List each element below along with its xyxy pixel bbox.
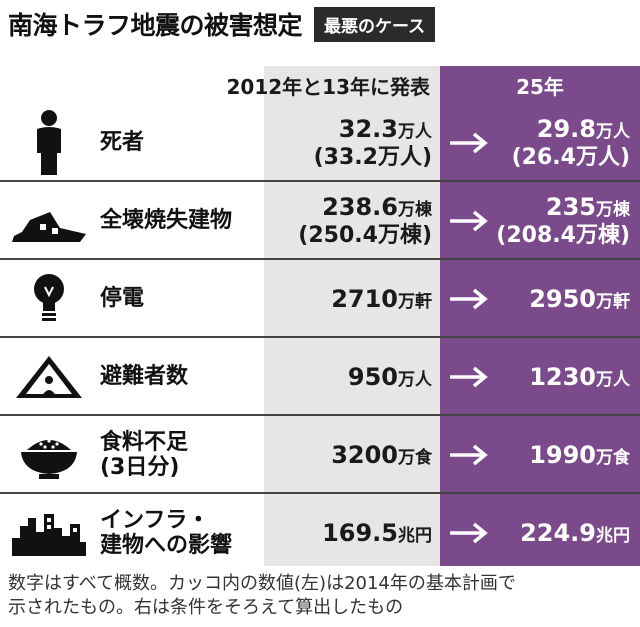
table-row-food-shortage: 食料不足 (3日分) 3200万食 1990万食 <box>0 416 640 494</box>
table-row-deaths: 死者 32.3万人 (33.2万人) 29.8万人 (26.4万人) <box>0 104 640 182</box>
row-label: 避難者数 <box>100 338 260 416</box>
old-value: 2710万軒 <box>264 260 432 338</box>
old-sub-value: (33.2万人) <box>313 145 432 171</box>
old-number: 2710 <box>331 285 398 313</box>
tent-icon <box>10 342 88 412</box>
old-value: 32.3万人 (33.2万人) <box>264 104 432 182</box>
row-label: 全壊焼失建物 <box>100 182 260 260</box>
column-background-old <box>264 66 440 566</box>
old-sub-value: (250.4万棟) <box>298 223 432 249</box>
new-unit: 万人 <box>596 370 630 390</box>
row-label-line1: 停電 <box>100 286 145 312</box>
new-unit: 万棟 <box>596 200 630 221</box>
new-value: 235万棟 (208.4万棟) <box>488 182 630 260</box>
old-unit: 万軒 <box>398 292 432 312</box>
footnote-line1: 数字はすべて概数。カッコ内の数値(左)は2014年の基本計画で <box>8 573 516 594</box>
new-value: 224.9兆円 <box>488 494 630 572</box>
new-value: 29.8万人 (26.4万人) <box>488 104 630 182</box>
person-icon <box>10 108 88 178</box>
row-label-line2: 建物への影響 <box>100 533 233 558</box>
row-divider <box>0 414 640 416</box>
old-number: 169.5 <box>322 519 398 547</box>
new-number: 29.8 <box>536 115 596 144</box>
new-value: 1230万人 <box>488 338 630 416</box>
new-unit: 万食 <box>596 448 630 468</box>
old-unit: 万棟 <box>398 200 432 221</box>
row-label-line1: 死者 <box>100 130 145 156</box>
old-number: 3200 <box>331 441 398 469</box>
new-value: 2950万軒 <box>488 260 630 338</box>
old-number: 950 <box>347 363 398 391</box>
old-unit: 万食 <box>398 448 432 468</box>
new-sub-value: (208.4万棟) <box>496 223 630 249</box>
row-divider <box>0 336 640 338</box>
new-number: 1230 <box>529 363 596 391</box>
header: 南海トラフ地震の被害想定 最悪のケース <box>8 6 436 42</box>
row-label-line1: 避難者数 <box>100 364 189 390</box>
old-unit: 万人 <box>398 122 432 143</box>
new-value: 1990万食 <box>488 416 630 494</box>
footnote-line2: 示されたもの。右は条件をそろえて算出したもの <box>8 597 404 618</box>
column-header-old: 2012年と13年に発表 <box>226 74 431 99</box>
row-label: 死者 <box>100 104 260 182</box>
worst-case-badge: 最悪のケース <box>314 6 436 42</box>
row-label: インフラ・ 建物への影響 <box>100 494 260 572</box>
column-background-new <box>440 66 640 566</box>
arrow-icon <box>448 182 492 260</box>
light-bulb-icon <box>10 264 88 334</box>
row-label-line1: 食料不足 <box>100 429 189 455</box>
rice-bowl-icon <box>10 420 88 490</box>
old-value: 238.6万棟 (250.4万棟) <box>264 182 432 260</box>
arrow-icon <box>448 260 492 338</box>
row-label: 停電 <box>100 260 260 338</box>
table-row-evacuees: 避難者数 950万人 1230万人 <box>0 338 640 416</box>
page-title: 南海トラフ地震の被害想定 <box>8 11 303 40</box>
old-number: 32.3 <box>338 115 398 144</box>
collapsed-building-icon <box>10 186 88 256</box>
row-label-line2: (3日分) <box>100 455 180 480</box>
arrow-icon <box>448 416 492 494</box>
row-divider <box>0 492 640 494</box>
city-skyline-icon <box>10 498 88 568</box>
old-value: 950万人 <box>264 338 432 416</box>
new-number: 1990 <box>529 441 596 469</box>
row-divider <box>0 258 640 260</box>
row-label-line1: 全壊焼失建物 <box>100 208 233 234</box>
new-sub-value: (26.4万人) <box>511 145 630 171</box>
new-number: 2950 <box>529 285 596 313</box>
old-value: 3200万食 <box>264 416 432 494</box>
table-row-infrastructure: インフラ・ 建物への影響 169.5兆円 224.9兆円 <box>0 494 640 572</box>
arrow-icon <box>448 494 492 572</box>
old-value: 169.5兆円 <box>264 494 432 572</box>
old-unit: 兆円 <box>398 526 432 546</box>
old-unit: 万人 <box>398 370 432 390</box>
table-row-power-outage: 停電 2710万軒 2950万軒 <box>0 260 640 338</box>
old-number: 238.6 <box>322 193 398 222</box>
new-unit: 万軒 <box>596 292 630 312</box>
row-label-line1: インフラ・ <box>100 507 210 533</box>
column-header-new: 25年 <box>516 74 564 99</box>
new-unit: 万人 <box>596 122 630 143</box>
row-divider <box>0 180 640 182</box>
row-label: 食料不足 (3日分) <box>100 416 260 494</box>
table-row-buildings: 全壊焼失建物 238.6万棟 (250.4万棟) 235万棟 (208.4万棟) <box>0 182 640 260</box>
arrow-icon <box>448 104 492 182</box>
footnote: 数字はすべて概数。カッコ内の数値(左)は2014年の基本計画で 示されたもの。右… <box>8 572 636 620</box>
arrow-icon <box>448 338 492 416</box>
new-number: 235 <box>545 193 596 222</box>
new-number: 224.9 <box>520 519 596 547</box>
new-unit: 兆円 <box>596 526 630 546</box>
